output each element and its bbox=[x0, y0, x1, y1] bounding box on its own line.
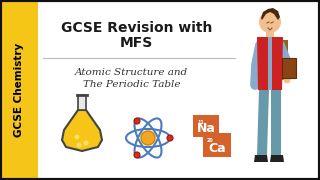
Text: MFS: MFS bbox=[120, 36, 153, 50]
Circle shape bbox=[259, 11, 281, 33]
Polygon shape bbox=[272, 37, 283, 90]
Bar bbox=[38, 0, 320, 180]
Text: GCSE Chemistry: GCSE Chemistry bbox=[14, 43, 24, 137]
Circle shape bbox=[84, 141, 89, 145]
Circle shape bbox=[134, 152, 140, 158]
Polygon shape bbox=[257, 37, 268, 90]
Polygon shape bbox=[261, 8, 280, 20]
Polygon shape bbox=[78, 95, 86, 110]
Bar bbox=[266, 31, 274, 37]
Text: Na: Na bbox=[196, 123, 215, 136]
Polygon shape bbox=[270, 155, 284, 162]
Bar bbox=[0, 0, 38, 180]
Circle shape bbox=[75, 134, 79, 140]
Circle shape bbox=[134, 118, 140, 124]
Text: GCSE Revision with: GCSE Revision with bbox=[61, 21, 212, 35]
Bar bbox=[193, 115, 219, 137]
Bar bbox=[203, 133, 231, 157]
Circle shape bbox=[76, 143, 82, 147]
Text: 20: 20 bbox=[207, 138, 214, 143]
Text: 11: 11 bbox=[197, 120, 204, 125]
Polygon shape bbox=[271, 90, 281, 155]
Bar bbox=[282, 58, 296, 78]
Circle shape bbox=[167, 135, 173, 141]
Circle shape bbox=[141, 131, 155, 145]
Polygon shape bbox=[62, 110, 102, 151]
Polygon shape bbox=[257, 90, 269, 155]
Polygon shape bbox=[254, 155, 268, 162]
Text: Ca: Ca bbox=[208, 141, 226, 154]
Text: Atomic Structure and: Atomic Structure and bbox=[75, 68, 188, 76]
Polygon shape bbox=[257, 37, 283, 90]
Text: The Periodic Table: The Periodic Table bbox=[83, 80, 180, 89]
Bar bbox=[278, 40, 288, 80]
